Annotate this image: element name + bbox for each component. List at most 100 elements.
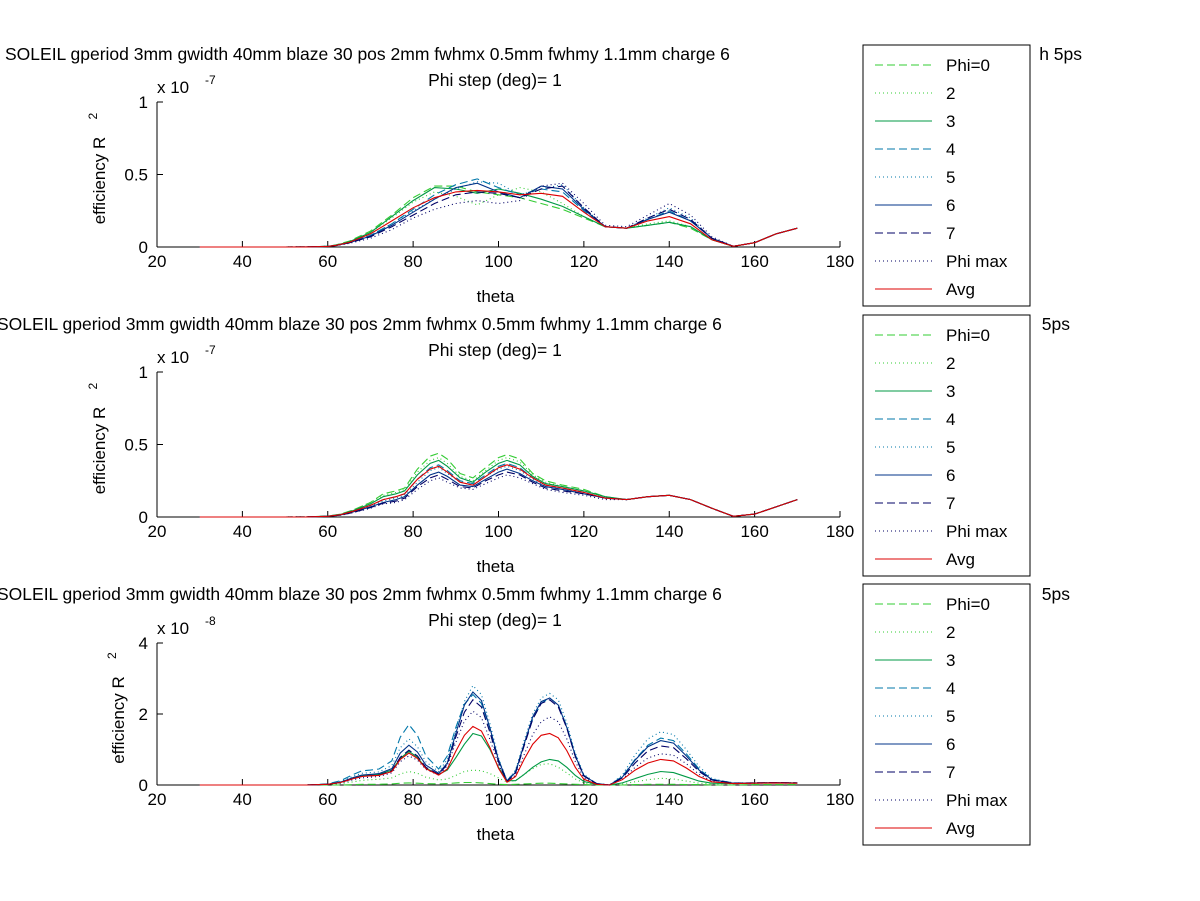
y-tick-label: 0 <box>139 776 148 795</box>
x-tick-label: 100 <box>484 252 512 271</box>
x-tick-label: 80 <box>404 252 423 271</box>
y-tick-label: 0.5 <box>124 436 148 455</box>
chart-subtitle: Phi step (deg)= 1 <box>428 70 562 90</box>
chart-title: SOLEIL gperiod 3mm gwidth 40mm blaze 30 … <box>0 314 722 334</box>
legend: Phi=0 2 3 4 5 6 7 Phi max Avg <box>862 44 1031 307</box>
legend-label: 6 <box>946 466 955 485</box>
y-tick-label: 0.5 <box>124 166 148 185</box>
y-tick-label: 1 <box>139 93 148 112</box>
legend-label: 3 <box>946 112 955 131</box>
y-exponent-power: -7 <box>205 73 216 87</box>
x-tick-label: 120 <box>570 252 598 271</box>
y-exponent-power: -8 <box>205 614 216 628</box>
y-exponent-label: x 10 <box>157 78 189 97</box>
y-tick-label: 0 <box>139 238 148 257</box>
series-line-2 <box>199 456 798 518</box>
legend-box <box>862 44 1031 307</box>
subplot-2: SOLEIL gperiod 3mm gwidth 40mm blaze 30 … <box>0 314 1070 577</box>
legend-label: 5 <box>946 707 955 726</box>
series-line-avg <box>199 725 798 786</box>
y-axis-label-group: efficiency R 2 <box>105 652 128 764</box>
x-tick-label: 40 <box>233 252 252 271</box>
x-tick-label: 20 <box>148 522 167 541</box>
y-axis-label-superscript: 2 <box>105 652 119 659</box>
legend-label: 3 <box>946 382 955 401</box>
legend-label: Phi max <box>946 252 1008 271</box>
legend-label: Phi=0 <box>946 595 990 614</box>
x-tick-label: 60 <box>318 790 337 809</box>
y-tick-label: 0 <box>139 508 148 527</box>
chart-subtitle: Phi step (deg)= 1 <box>428 340 562 360</box>
legend-label: Phi=0 <box>946 326 990 345</box>
y-axis-label: efficiency R <box>90 137 109 225</box>
x-tick-label: 160 <box>740 790 768 809</box>
x-tick-label: 140 <box>655 522 683 541</box>
x-axis-label: theta <box>477 557 515 576</box>
y-axis-label: efficiency R <box>90 407 109 495</box>
series-line-avg <box>199 189 798 248</box>
x-tick-label: 140 <box>655 252 683 271</box>
y-tick-label: 1 <box>139 363 148 382</box>
legend-label: 6 <box>946 735 955 754</box>
x-tick-label: 180 <box>826 252 854 271</box>
x-tick-label: 20 <box>148 252 167 271</box>
legend-label: 5 <box>946 168 955 187</box>
legend-label: Avg <box>946 280 975 299</box>
legend-label: 7 <box>946 494 955 513</box>
chart-title-tail: 5ps <box>1042 314 1070 334</box>
subplot-3: SOLEIL gperiod 3mm gwidth 40mm blaze 30 … <box>0 583 1070 846</box>
legend-label: 2 <box>946 354 955 373</box>
chart-title-tail: h 5ps <box>1039 44 1082 64</box>
series-line-avg <box>199 464 798 518</box>
x-axis-label: theta <box>477 825 515 844</box>
legend: Phi=0 2 3 4 5 6 7 Phi max Avg <box>862 314 1031 577</box>
legend-box <box>862 314 1031 577</box>
series-line-2 <box>199 763 798 786</box>
x-tick-label: 100 <box>484 790 512 809</box>
y-exponent-label: x 10 <box>157 348 189 367</box>
x-tick-label: 140 <box>655 790 683 809</box>
x-tick-label: 40 <box>233 522 252 541</box>
legend-label: 7 <box>946 224 955 243</box>
y-exponent-power: -7 <box>205 343 216 357</box>
x-tick-label: 80 <box>404 522 423 541</box>
x-tick-label: 60 <box>318 252 337 271</box>
x-tick-label: 80 <box>404 790 423 809</box>
x-tick-label: 160 <box>740 252 768 271</box>
legend-label: 6 <box>946 196 955 215</box>
legend: Phi=0 2 3 4 5 6 7 Phi max Avg <box>862 583 1031 846</box>
x-tick-label: 40 <box>233 790 252 809</box>
y-tick-label: 4 <box>139 634 148 653</box>
y-axis-label-superscript: 2 <box>86 113 100 120</box>
y-axis-label-group: efficiency R 2 <box>86 383 109 495</box>
legend-label: 4 <box>946 410 955 429</box>
x-tick-label: 160 <box>740 522 768 541</box>
chart-subtitle: Phi step (deg)= 1 <box>428 610 562 630</box>
legend-label: Phi=0 <box>946 56 990 75</box>
x-tick-label: 60 <box>318 522 337 541</box>
y-axis-label: efficiency R <box>109 676 128 764</box>
series-line-phi-0 <box>199 781 798 786</box>
legend-label: Phi max <box>946 522 1008 541</box>
legend-label: 7 <box>946 763 955 782</box>
y-axis-label-superscript: 2 <box>86 383 100 390</box>
x-tick-label: 120 <box>570 522 598 541</box>
legend-label: Avg <box>946 819 975 838</box>
legend-label: Avg <box>946 550 975 569</box>
legend-label: 2 <box>946 84 955 103</box>
legend-box <box>862 583 1031 846</box>
legend-label: 3 <box>946 651 955 670</box>
legend-label: 4 <box>946 679 955 698</box>
legend-label: 2 <box>946 623 955 642</box>
x-tick-label: 180 <box>826 522 854 541</box>
legend-label: 4 <box>946 140 955 159</box>
y-exponent-label: x 10 <box>157 619 189 638</box>
x-tick-label: 120 <box>570 790 598 809</box>
legend-label: 5 <box>946 438 955 457</box>
y-tick-label: 2 <box>139 705 148 724</box>
legend-label: Phi max <box>946 791 1008 810</box>
subplot-1: SOLEIL gperiod 3mm gwidth 40mm blaze 30 … <box>5 44 1082 307</box>
series-line-phi-max <box>199 710 798 786</box>
chart-title-tail: 5ps <box>1042 584 1070 604</box>
